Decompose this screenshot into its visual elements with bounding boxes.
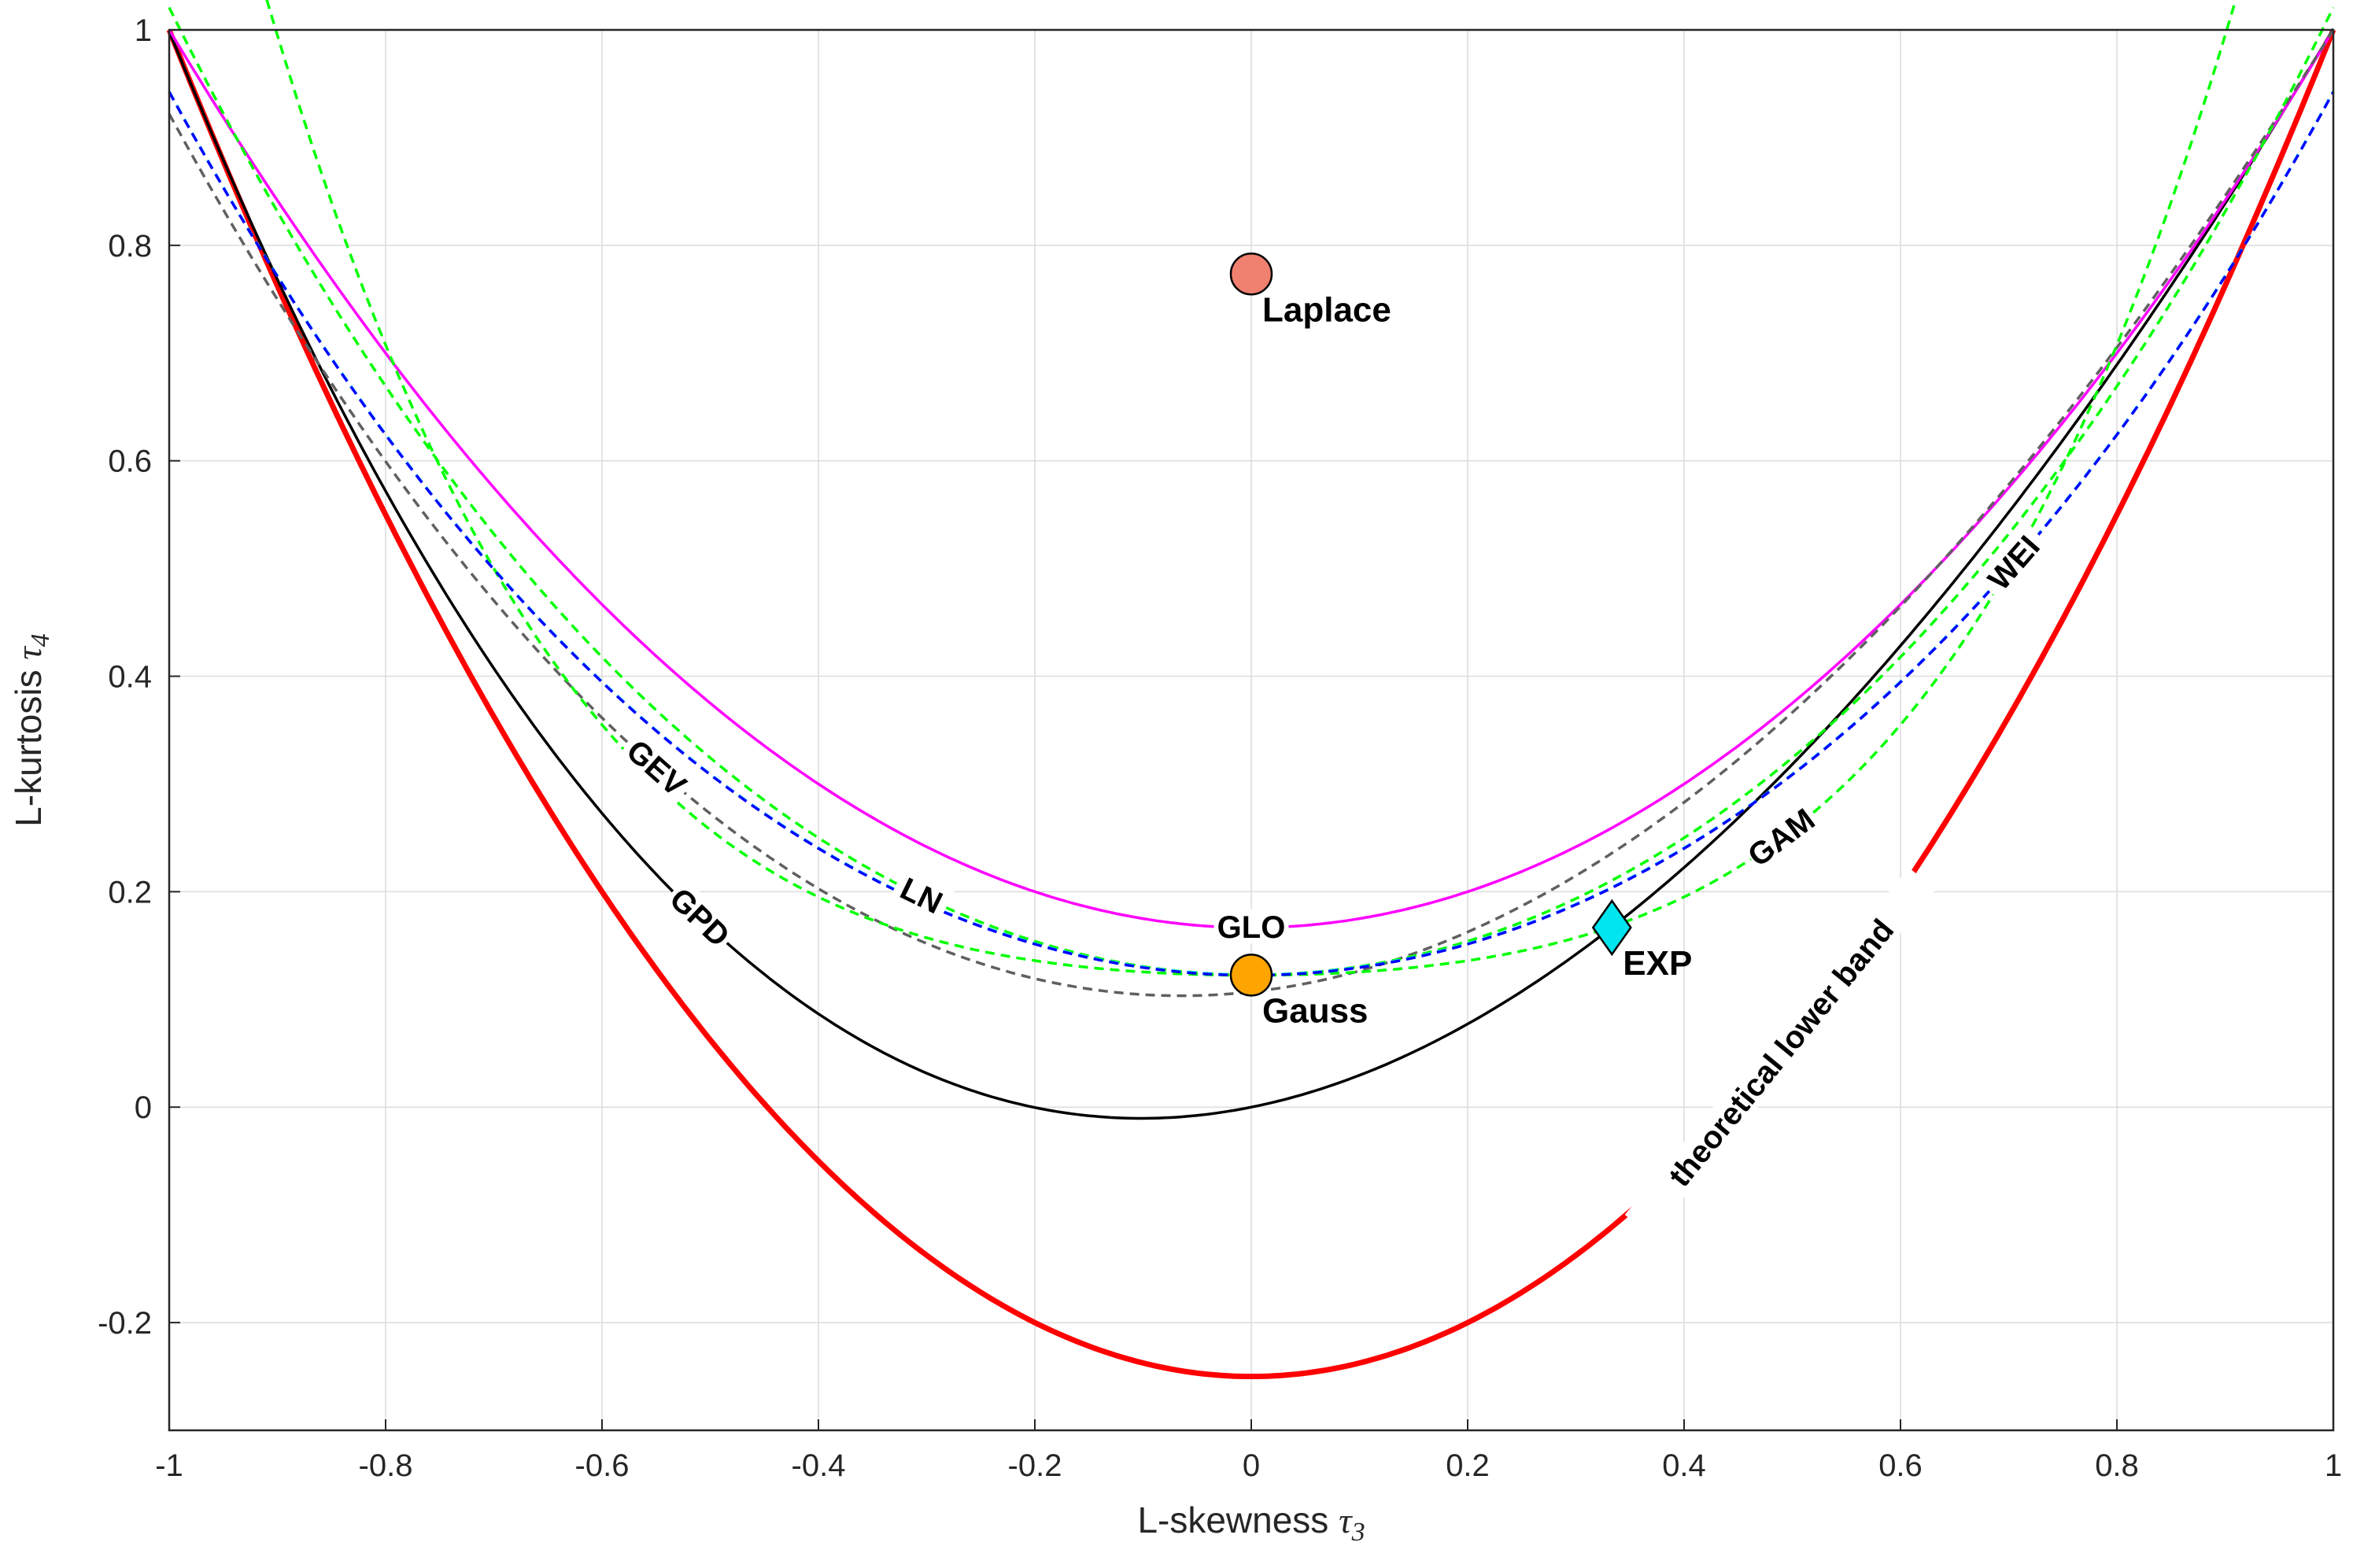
label-background: [661, 878, 740, 955]
point-exp-label: EXP: [1623, 944, 1692, 983]
y-tick-label: 0: [135, 1090, 152, 1125]
point-exp: [1591, 898, 1632, 957]
label-glo: GLO: [1213, 909, 1289, 945]
x-tick-label: -0.6: [575, 1448, 630, 1483]
curve-label-text: theoretical lower band: [1662, 913, 1900, 1193]
series-gpd: [168, 28, 2335, 1120]
axes-box: [168, 28, 2335, 1432]
x-tick-label: -0.2: [1008, 1448, 1062, 1483]
label-background: [617, 729, 697, 806]
label-ln: LN: [889, 867, 955, 923]
y-tick-label: 0.8: [108, 229, 152, 264]
point-gauss-label: Gauss: [1262, 991, 1369, 1030]
label-background: [1740, 800, 1821, 873]
series-gam: [265, 0, 2237, 977]
points: Laplace Gauss EXP: [1229, 253, 1692, 1030]
ticks: -1 -0.8 -0.6 -0.4 -0.2 0 0.2 0.4 0.6 0.8 1 -0.2 0 0.2…: [98, 13, 2342, 1483]
label-background: [1975, 522, 2051, 602]
x-tick-label: 0.8: [2095, 1448, 2139, 1483]
label-gam: GAM: [1740, 800, 1821, 873]
y-tick-label: -0.2: [98, 1306, 152, 1341]
label-background: [889, 867, 955, 923]
label-background: [1624, 867, 1936, 1237]
x-tick-label: 1: [2325, 1448, 2342, 1483]
x-tick-label: 0.4: [1662, 1448, 1706, 1483]
point-laplace-label: Laplace: [1262, 290, 1391, 329]
curve-label-text: GLO: [1217, 910, 1286, 945]
x-tick-label: -1: [155, 1448, 183, 1483]
y-tick-label: 0.2: [108, 875, 152, 909]
y-tick-label: 0.4: [108, 660, 152, 695]
label-theoretical-lower-band: theoretical lower band: [1624, 867, 1936, 1237]
y-axis-label: L-kurtosis τ4: [8, 633, 55, 827]
series-theoretical-lower-band: [166, 28, 2336, 1379]
x-tick-label: 0.6: [1878, 1448, 1923, 1483]
y-tick-label: 0.6: [108, 445, 152, 479]
grid: [168, 29, 2334, 1430]
x-tick-label: 0.2: [1446, 1448, 1490, 1483]
point-gauss: [1229, 954, 1273, 997]
x-tick-label: 0: [1243, 1448, 1260, 1483]
x-axis-label: L-skewness τ3: [1137, 1500, 1365, 1547]
point-laplace: [1229, 253, 1273, 296]
y-tick-label: 1: [135, 13, 152, 48]
x-tick-label: -0.4: [792, 1448, 846, 1483]
series-gev: [168, 28, 2335, 998]
label-background: [1213, 909, 1289, 943]
x-tick-label: -0.8: [359, 1448, 413, 1483]
